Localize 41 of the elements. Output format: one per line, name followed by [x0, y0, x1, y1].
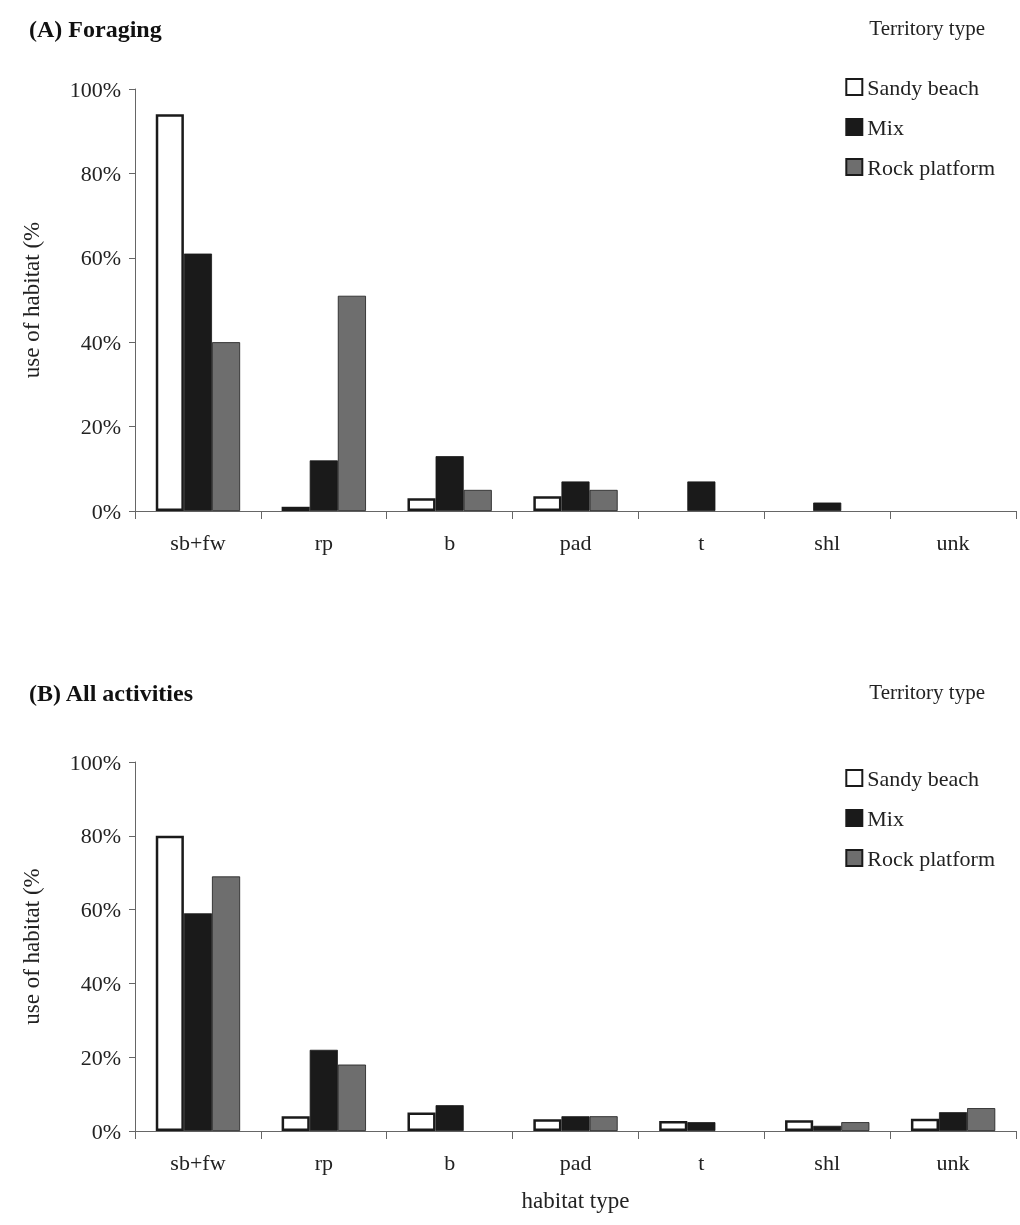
legend-label: Rock platform	[867, 154, 996, 180]
x-tick-label: unk	[936, 529, 970, 555]
y-tick-label: 0%	[91, 1118, 121, 1144]
chart-title: (B) All activities	[29, 680, 193, 706]
y-tick-label: 80%	[80, 160, 121, 186]
y-tick-label: 100%	[69, 76, 121, 102]
bar	[687, 481, 716, 511]
y-tick-label: 40%	[80, 329, 121, 355]
y-tick-label: 80%	[80, 823, 121, 849]
x-tick-label: sb+fw	[170, 529, 226, 555]
y-tick-label: 60%	[80, 897, 121, 923]
y-tick-label: 100%	[69, 749, 121, 775]
y-axis-title: use of habitat (%	[19, 221, 44, 379]
y-tick-label: 20%	[80, 414, 121, 440]
legend-title: Territory type	[869, 679, 986, 704]
x-tick-label: pad	[559, 529, 592, 555]
x-tick-label: pad	[559, 1149, 592, 1175]
legend-title: Territory type	[869, 15, 986, 40]
x-tick-label: t	[698, 529, 705, 555]
y-tick-label: 20%	[80, 1044, 121, 1070]
x-tick-label: b	[444, 1149, 456, 1175]
legend-label: Sandy beach	[867, 74, 980, 100]
x-tick-label: b	[444, 529, 456, 555]
x-tick-label: shl	[814, 1149, 841, 1175]
legend-label: Mix	[867, 805, 904, 831]
chart-title: (A) Foraging	[29, 16, 162, 42]
x-tick-label: t	[698, 1149, 705, 1175]
y-tick-label: 40%	[80, 970, 121, 996]
legend-label: Mix	[867, 114, 904, 140]
x-tick-label: rp	[314, 1149, 333, 1175]
x-tick-label: shl	[814, 529, 841, 555]
x-tick-label: rp	[314, 529, 333, 555]
x-axis-title: habitat type	[521, 1188, 630, 1213]
legend-label: Sandy beach	[867, 765, 980, 791]
x-tick-label: sb+fw	[170, 1149, 226, 1175]
y-tick-label: 0%	[91, 498, 121, 524]
bar	[813, 502, 842, 511]
x-tick-label: unk	[936, 1149, 970, 1175]
y-tick-label: 60%	[80, 245, 121, 271]
legend-label: Rock platform	[867, 845, 996, 871]
y-axis-title: use of habitat (%	[19, 868, 44, 1025]
